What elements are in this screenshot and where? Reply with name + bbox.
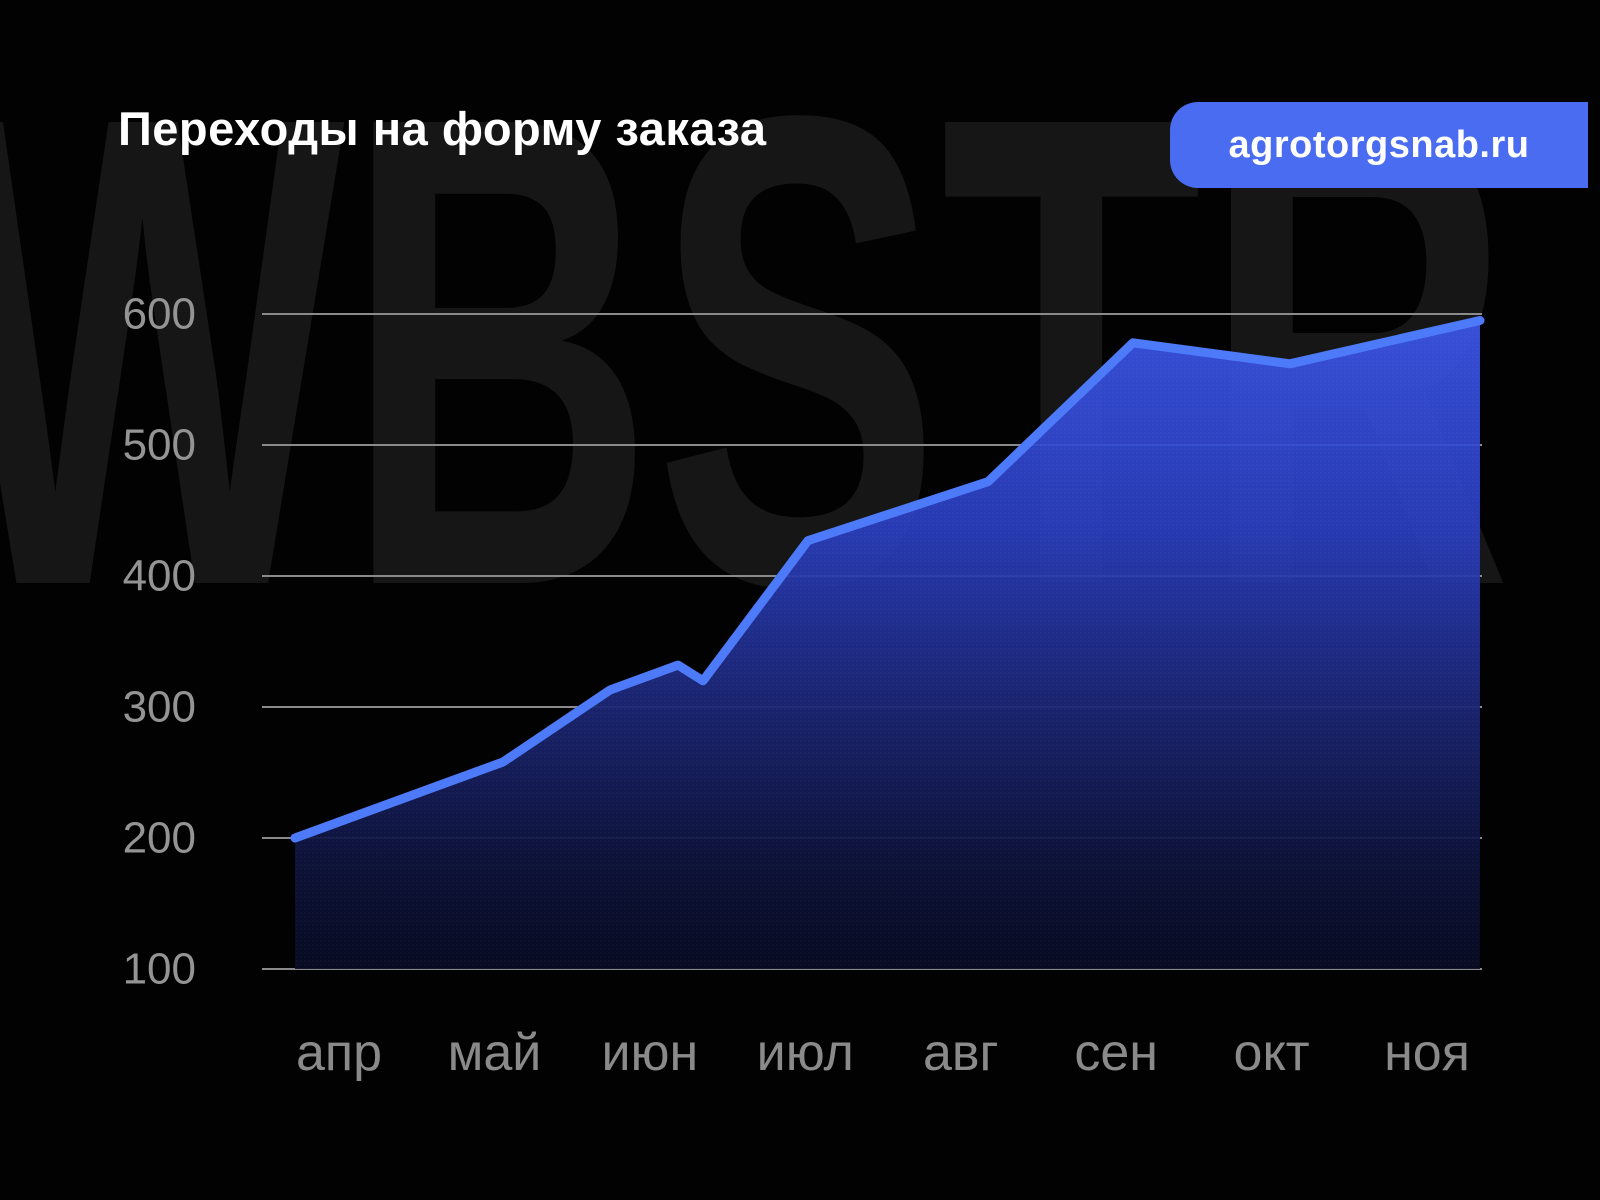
page-title: Переходы на форму заказа [118, 102, 767, 155]
x-month-label-сен: сен [1074, 1024, 1158, 1082]
y-tick-label-200: 200 [123, 814, 196, 863]
y-tick-label-600: 600 [123, 290, 196, 339]
y-tick-label-500: 500 [123, 421, 196, 470]
x-month-label-авг: авг [923, 1024, 999, 1082]
y-tick-label-300: 300 [123, 683, 196, 732]
site-badge-label: agrotorgsnab.ru [1228, 123, 1530, 166]
trend-line [290, 316, 1485, 843]
area-noise-texture [295, 320, 1480, 969]
x-month-label-июл: июл [757, 1024, 854, 1082]
y-tick-label-100: 100 [123, 945, 196, 994]
x-month-label-июн: июн [601, 1024, 698, 1082]
x-month-label-окт: окт [1234, 1024, 1310, 1082]
x-month-label-апр: апр [296, 1024, 382, 1082]
y-tick-label-400: 400 [123, 552, 196, 601]
site-badge: agrotorgsnab.ru [1170, 102, 1588, 188]
x-month-label-ноя: ноя [1384, 1024, 1470, 1082]
x-month-label-май: май [448, 1024, 542, 1082]
